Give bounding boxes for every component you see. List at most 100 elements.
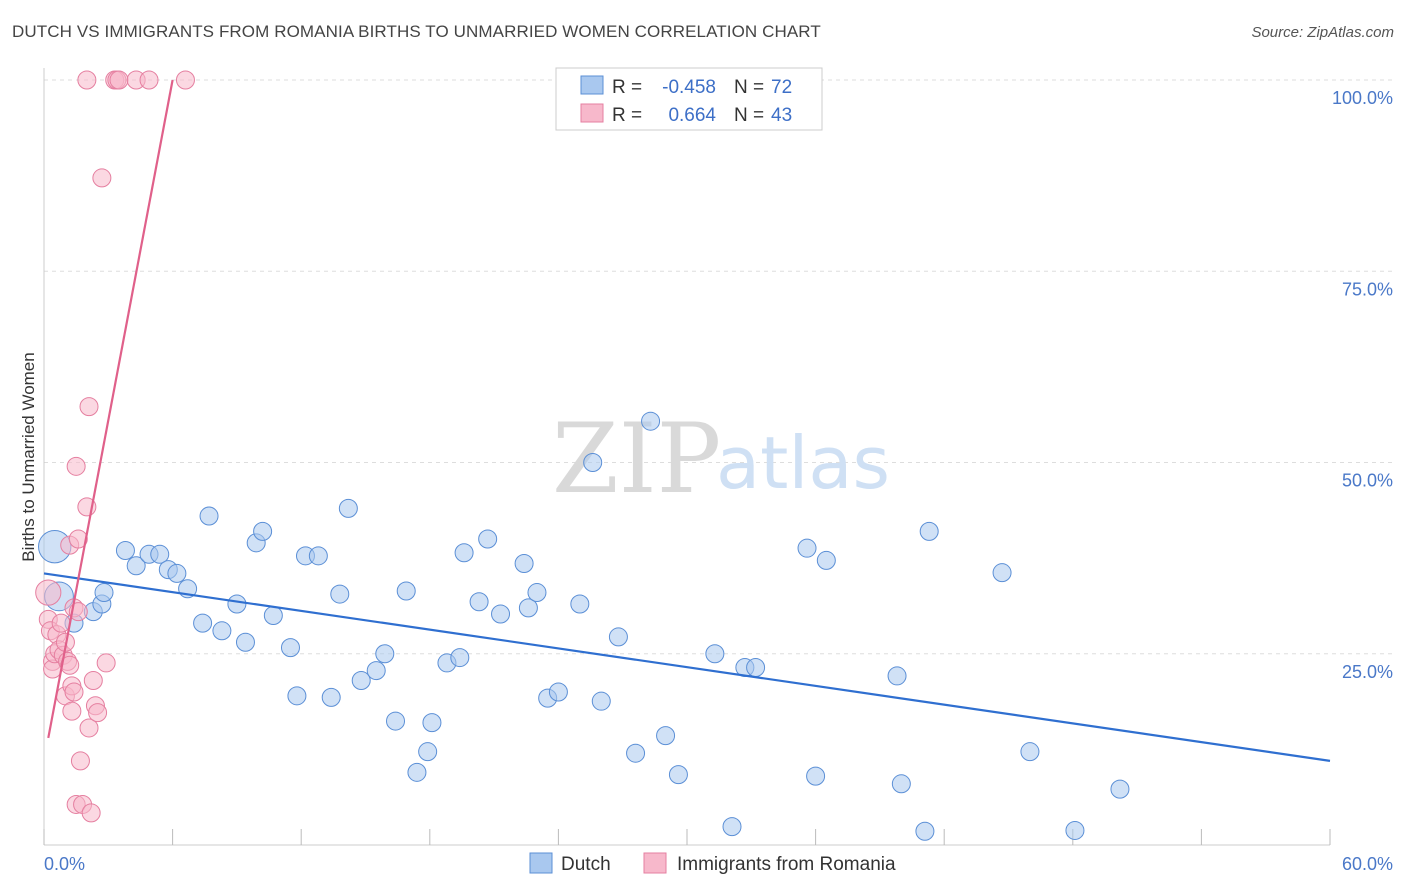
dutch-points	[38, 411, 1130, 841]
legend-dutch-label[interactable]: Dutch	[561, 854, 611, 875]
stats-dutch-n-value: 72	[771, 77, 792, 98]
legend-romania-label[interactable]: Immigrants from Romania	[677, 854, 896, 875]
dutch-point-31	[386, 711, 406, 731]
romania-point-27	[79, 718, 99, 738]
y-tick-label-3: 100.0%	[1332, 88, 1393, 108]
romania-trend-line	[47, 79, 174, 739]
dutch-point-44	[527, 583, 547, 603]
dutch-point-48	[583, 453, 603, 472]
romania-point-37	[109, 70, 129, 90]
romania-point-40	[175, 70, 195, 90]
legend-dutch-swatch[interactable]	[529, 852, 553, 874]
dutch-point-56	[722, 817, 742, 837]
watermark-zip: ZIP	[552, 403, 721, 515]
y-axis-label: Births to Unmarried Women	[19, 352, 38, 561]
stats-romania-r-label: R =	[612, 105, 642, 126]
romania-point-31	[88, 703, 108, 723]
dutch-point-53	[656, 726, 676, 746]
dutch-point-42	[514, 553, 534, 573]
dutch-point-52	[641, 411, 661, 431]
dutch-point-25	[321, 687, 341, 707]
chart-title: DUTCH VS IMMIGRANTS FROM ROMANIA BIRTHS …	[12, 22, 821, 41]
watermark-atlas: atlas	[716, 421, 890, 505]
dutch-point-46	[548, 682, 568, 702]
dutch-point-28	[351, 671, 371, 691]
dutch-point-9	[150, 544, 170, 564]
dutch-point-24	[308, 546, 328, 566]
dutch-point-20	[263, 606, 283, 625]
romania-point-0	[35, 579, 62, 606]
romania-point-29	[83, 671, 103, 691]
romania-point-39	[139, 70, 159, 90]
stats-romania-n-value: 43	[771, 105, 792, 126]
dutch-point-69	[1110, 779, 1130, 799]
romania-point-28	[81, 803, 101, 823]
dutch-point-11	[167, 563, 187, 583]
dutch-point-43	[518, 598, 538, 618]
dutch-trend-line	[43, 572, 1331, 762]
dutch-point-30	[375, 644, 395, 664]
y-tick-label-2: 75.0%	[1342, 279, 1393, 299]
dutch-point-64	[915, 821, 935, 841]
dutch-point-63	[891, 774, 911, 794]
dutch-point-15	[212, 621, 232, 641]
stats-romania-n-label: N =	[734, 105, 764, 126]
romania-point-18	[64, 682, 84, 702]
x-tick-label-min: 0.0%	[44, 854, 85, 874]
dutch-point-21	[280, 638, 300, 658]
dutch-point-19	[253, 521, 273, 541]
x-axis-ticks	[43, 829, 1331, 845]
dutch-point-49	[591, 691, 611, 711]
dutch-point-5	[94, 583, 114, 603]
dutch-point-6	[115, 540, 135, 560]
y-tick-label-0: 25.0%	[1342, 662, 1393, 682]
dutch-point-55	[705, 644, 725, 664]
dutch-point-50	[608, 627, 628, 647]
stats-box: R = -0.458 N = 72 R = 0.664 N = 43	[555, 67, 823, 131]
dutch-point-62	[887, 666, 907, 686]
dutch-point-51	[626, 743, 646, 763]
dutch-point-16	[227, 594, 247, 614]
romania-point-33	[96, 653, 116, 673]
watermark: ZIP atlas	[552, 403, 890, 515]
gridlines	[44, 79, 1393, 655]
dutch-point-17	[235, 632, 255, 652]
dutch-point-67	[1020, 742, 1040, 762]
dutch-point-60	[806, 766, 826, 786]
romania-points	[35, 70, 195, 823]
dutch-point-39	[469, 592, 489, 612]
dutch-point-41	[491, 604, 511, 624]
dutch-point-33	[407, 762, 427, 782]
legend-romania-swatch[interactable]	[643, 852, 667, 874]
trend-lines	[43, 79, 1331, 762]
dutch-point-29	[366, 661, 386, 681]
dutch-point-38	[454, 543, 474, 563]
dutch-point-14	[199, 506, 219, 526]
dutch-point-22	[287, 686, 307, 706]
stats-dutch-r-value: -0.458	[662, 77, 716, 98]
romania-point-19	[66, 456, 86, 476]
dutch-point-68	[1065, 820, 1085, 840]
dutch-point-58	[746, 658, 766, 678]
romania-point-26	[79, 397, 99, 417]
legend: Dutch Immigrants from Romania	[529, 852, 896, 875]
dutch-point-26	[330, 584, 350, 604]
source-label: Source: ZipAtlas.com	[1251, 24, 1394, 41]
y-tick-label-1: 50.0%	[1342, 471, 1393, 491]
y-axis-tick-labels: 25.0% 50.0% 75.0% 100.0%	[1332, 88, 1393, 682]
romania-point-32	[92, 168, 112, 188]
stats-dutch-n-label: N =	[734, 77, 764, 98]
romania-point-8	[51, 613, 71, 633]
dutch-point-66	[992, 563, 1012, 583]
stats-romania-swatch	[580, 103, 604, 123]
dutch-point-32	[396, 581, 416, 601]
dutch-point-47	[570, 594, 590, 614]
dutch-point-59	[797, 538, 817, 558]
stats-dutch-r-label: R =	[612, 77, 642, 98]
dutch-point-65	[919, 521, 939, 541]
dutch-point-37	[450, 648, 470, 668]
stats-dutch-swatch	[580, 75, 604, 95]
dutch-point-7	[126, 556, 146, 576]
romania-point-22	[68, 529, 88, 549]
